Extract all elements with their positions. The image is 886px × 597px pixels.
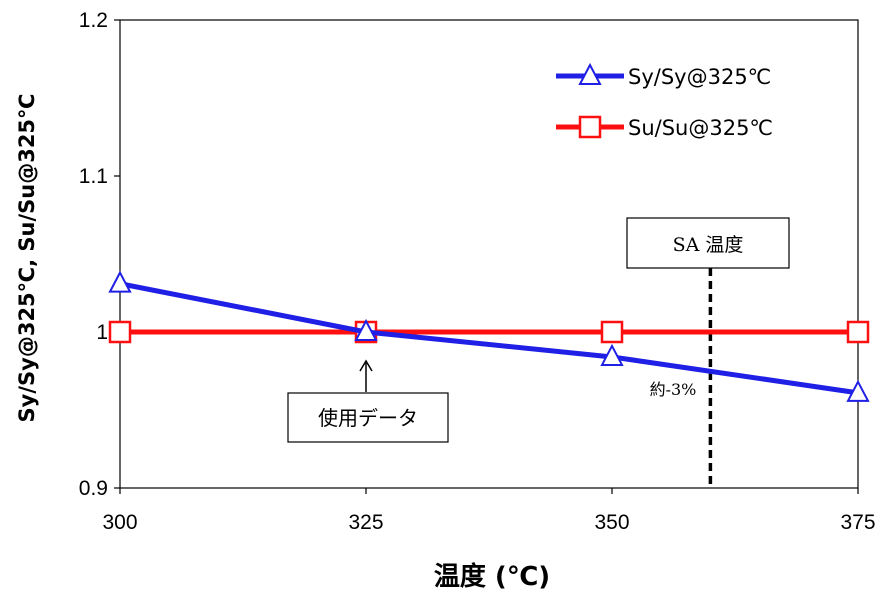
x-axis-ticks: 300 325 350 375 (102, 488, 876, 534)
data-label-box (287, 392, 449, 443)
square-marker (108, 320, 132, 344)
sa-label: SA 温度 (673, 234, 744, 256)
series-su (108, 320, 870, 344)
legend-label: Sy/Sy@325℃ (628, 65, 771, 89)
y-axis-title: Sy/Sy@325℃, Su/Su@325℃ (15, 94, 39, 423)
triangle-marker (600, 343, 624, 366)
sa-label-box (626, 217, 790, 269)
square-marker (846, 320, 870, 344)
series-line (119, 281, 859, 396)
x-tick-label: 375 (840, 511, 875, 534)
data-arrow-head (359, 359, 373, 372)
triangle-marker (354, 318, 378, 341)
y-tick-label: 1 (96, 321, 108, 344)
y-axis-ticks: 0.9 1 1.1 1.2 (79, 9, 120, 500)
triangle-marker (846, 379, 870, 402)
triangle-marker (108, 270, 132, 293)
legend-square-marker (578, 115, 602, 139)
data-label: 使用データ (318, 406, 418, 430)
x-axis-title: 温度 (℃) (434, 561, 550, 592)
square-marker (600, 320, 624, 344)
diff-label: 約-3% (650, 380, 697, 399)
legend-label: Su/Su@325℃ (628, 116, 773, 140)
legend-item: Su/Su@325℃ (556, 115, 773, 140)
y-tick-label: 0.9 (79, 477, 108, 500)
legend-item: Sy/Sy@325℃ (556, 62, 771, 89)
y-tick-label: 1.2 (79, 9, 108, 32)
x-tick-label: 350 (594, 511, 629, 534)
legend-triangle-marker (578, 62, 602, 85)
y-tick-label: 1.1 (79, 165, 108, 188)
series-sy (108, 270, 870, 402)
x-tick-label: 325 (348, 511, 383, 534)
legend: Sy/Sy@325℃ Su/Su@325℃ (556, 62, 773, 140)
x-tick-label: 300 (102, 511, 137, 534)
series-layer (108, 270, 870, 402)
